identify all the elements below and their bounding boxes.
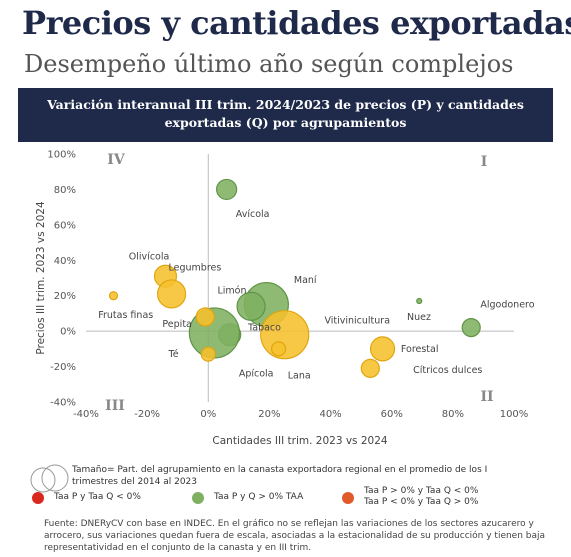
- y-axis-label: Precios III trim. 2023 vs 2024: [35, 201, 47, 355]
- quadrant-iv-label: IV: [107, 152, 126, 168]
- orange-dot-icon: [342, 492, 354, 504]
- bubble-forestal: [369, 336, 396, 362]
- quadrant-iii-label: III: [105, 398, 125, 414]
- y-tick-label: 100%: [47, 150, 76, 161]
- bubble-pepita: [195, 307, 215, 327]
- y-tick-label: 60%: [54, 220, 76, 231]
- point-label: Tabaco: [247, 323, 281, 334]
- green-dot-icon: [192, 492, 204, 504]
- bubble-limon: [200, 346, 216, 362]
- point-label: Lana: [288, 370, 311, 381]
- y-tick-label: 80%: [54, 185, 76, 196]
- page-subtitle: Desempeño último año según complejos: [24, 50, 514, 78]
- point-labels: Avícola Maní Algodonero Nuez Tabaco Apícola Té…: [98, 209, 535, 381]
- chart-title-line-2: exportadas (Q) por agrupamientos: [164, 115, 407, 130]
- point-label: Frutas finas: [98, 310, 153, 321]
- size-legend-text: Tamaño= Part. del agrupamiento en la can…: [72, 465, 488, 487]
- bubble-nuez: [416, 297, 423, 305]
- legend-label: Taa P > 0% y Taa Q < 0% Taa P < 0% y Taa…: [364, 486, 478, 508]
- data-points: [108, 178, 481, 378]
- quadrant-ii-label: II: [480, 389, 493, 405]
- point-label: Algodonero: [480, 300, 534, 311]
- bubble-tabaco: [236, 291, 266, 321]
- x-tick-label: 100%: [500, 409, 529, 420]
- point-label: Apícola: [239, 369, 274, 380]
- red-dot-icon: [32, 492, 44, 504]
- point-label: Cítricos dulces: [413, 365, 482, 376]
- legend-label-line-1: Taa P > 0% y Taa Q < 0%: [364, 486, 479, 496]
- x-tick-label: 80%: [442, 409, 464, 420]
- bubble-avicola: [216, 178, 238, 201]
- x-tick-label: 0%: [200, 409, 216, 420]
- chart-title-line-1: Variación interanual III trim. 2024/2023…: [47, 97, 524, 112]
- tick-labels: -40% -20% 0% 20% 40% 60% 80% 100% -40% -20% 0% 20% 4…: [47, 150, 528, 421]
- chart-title: Variación interanual III trim. 2024/2023…: [18, 96, 553, 132]
- size-legend-icon: [30, 464, 69, 493]
- legend-label: Taa P y Taa Q < 0%: [54, 492, 141, 502]
- x-tick-label: 20%: [258, 409, 280, 420]
- x-tick-label: 60%: [381, 409, 403, 420]
- x-tick-label: 40%: [319, 409, 341, 420]
- page-title: Precios y cantidades exportadas: [22, 4, 571, 42]
- chart-title-banner: Variación interanual III trim. 2024/2023…: [18, 88, 553, 142]
- bubble-citricos-dulces: [360, 358, 380, 378]
- quadrant-i-label: I: [481, 154, 488, 170]
- x-axis-label: Cantidades III trim. 2023 vs 2024: [212, 435, 387, 447]
- bubble-lana: [271, 341, 287, 357]
- y-tick-label: 0%: [60, 327, 76, 338]
- legend-label-line-2: Taa P < 0% y Taa Q > 0%: [364, 497, 479, 507]
- source-note: Fuente: DNERyCV con base en INDEC. En el…: [44, 519, 546, 553]
- point-label: Forestal: [401, 344, 439, 355]
- bubble-algodonero: [461, 318, 481, 338]
- bubble-frutas-finas: [108, 291, 119, 301]
- y-tick-label: 20%: [54, 291, 76, 302]
- x-tick-label: -20%: [134, 409, 160, 420]
- legend-label: Taa P y Q > 0% TAA: [214, 492, 304, 502]
- point-label: Vitivinicultura: [324, 316, 390, 327]
- point-label: Limón: [217, 285, 246, 296]
- point-label: Legumbres: [169, 262, 222, 273]
- point-label: Maní: [294, 275, 317, 286]
- bubble-legumbres: [157, 279, 187, 309]
- point-label: Avícola: [236, 209, 270, 220]
- point-label: Pepita: [162, 319, 191, 330]
- point-label: Nuez: [407, 312, 431, 323]
- x-tick-label: -40%: [73, 409, 99, 420]
- point-label: Té: [168, 349, 179, 360]
- y-tick-label: 40%: [54, 256, 76, 267]
- y-tick-label: -20%: [50, 362, 76, 373]
- y-tick-label: -40%: [50, 398, 76, 409]
- point-label: Olivícola: [129, 252, 170, 263]
